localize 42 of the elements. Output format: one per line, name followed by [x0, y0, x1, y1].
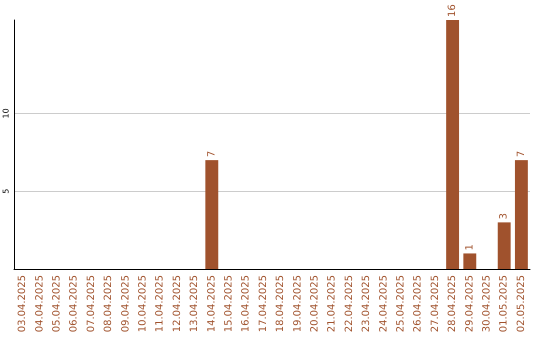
x-tick-label: 29.04.2025 — [464, 275, 476, 332]
x-tick-label: 15.04.2025 — [224, 275, 234, 332]
x-tick-label: 13.04.2025 — [189, 275, 200, 332]
x-tick-label: 26.04.2025 — [412, 275, 424, 332]
bar — [514, 160, 528, 269]
x-tick-label: 09.04.2025 — [120, 275, 132, 332]
x-tick-label: 17.04.2025 — [258, 275, 269, 332]
x-tick-label: 03.04.2025 — [17, 275, 28, 332]
x-tick-label: 27.04.2025 — [430, 275, 441, 332]
x-tick-label: 25.04.2025 — [396, 275, 406, 332]
x-tick-label: 11.04.2025 — [154, 275, 166, 332]
x-tick-label: 07.04.2025 — [86, 275, 97, 332]
data-label: 16 — [447, 4, 458, 17]
x-tick-label: 14.04.2025 — [206, 275, 218, 332]
data-label: 1 — [464, 244, 476, 250]
x-tick-label: 19.04.2025 — [292, 275, 304, 332]
x-tick-label: 21.04.2025 — [326, 275, 338, 332]
bar — [463, 253, 476, 269]
data-label: 7 — [516, 150, 527, 158]
x-tick-label: 04.04.2025 — [34, 275, 46, 332]
data-label: 7 — [206, 150, 218, 158]
x-tick-label: 24.04.2025 — [378, 275, 390, 332]
x-tick-label: 02.05.2025 — [516, 275, 527, 332]
x-tick-label: 16.04.2025 — [240, 275, 252, 332]
x-tick-label: 22.04.2025 — [344, 275, 355, 332]
x-tick-label: 08.04.2025 — [103, 275, 114, 332]
x-tick-label: 01.05.2025 — [498, 275, 510, 332]
y-tick-label: 10 — [2, 108, 10, 118]
bar — [498, 222, 511, 269]
bar — [205, 160, 218, 269]
x-tick-label: 23.04.2025 — [361, 275, 372, 332]
data-label: 3 — [498, 212, 510, 220]
x-tick-label: 20.04.2025 — [310, 275, 320, 332]
x-tick-label: 30.04.2025 — [482, 275, 492, 332]
bar — [446, 20, 460, 269]
x-tick-label: 10.04.2025 — [138, 275, 148, 332]
y-tick-label: 5 — [2, 188, 10, 194]
x-tick-label: 06.04.2025 — [68, 275, 80, 332]
x-tick-label: 12.04.2025 — [172, 275, 183, 332]
x-tick-label: 28.04.2025 — [447, 275, 458, 332]
x-tick-label: 05.04.2025 — [52, 275, 62, 332]
x-tick-label: 18.04.2025 — [275, 275, 286, 332]
